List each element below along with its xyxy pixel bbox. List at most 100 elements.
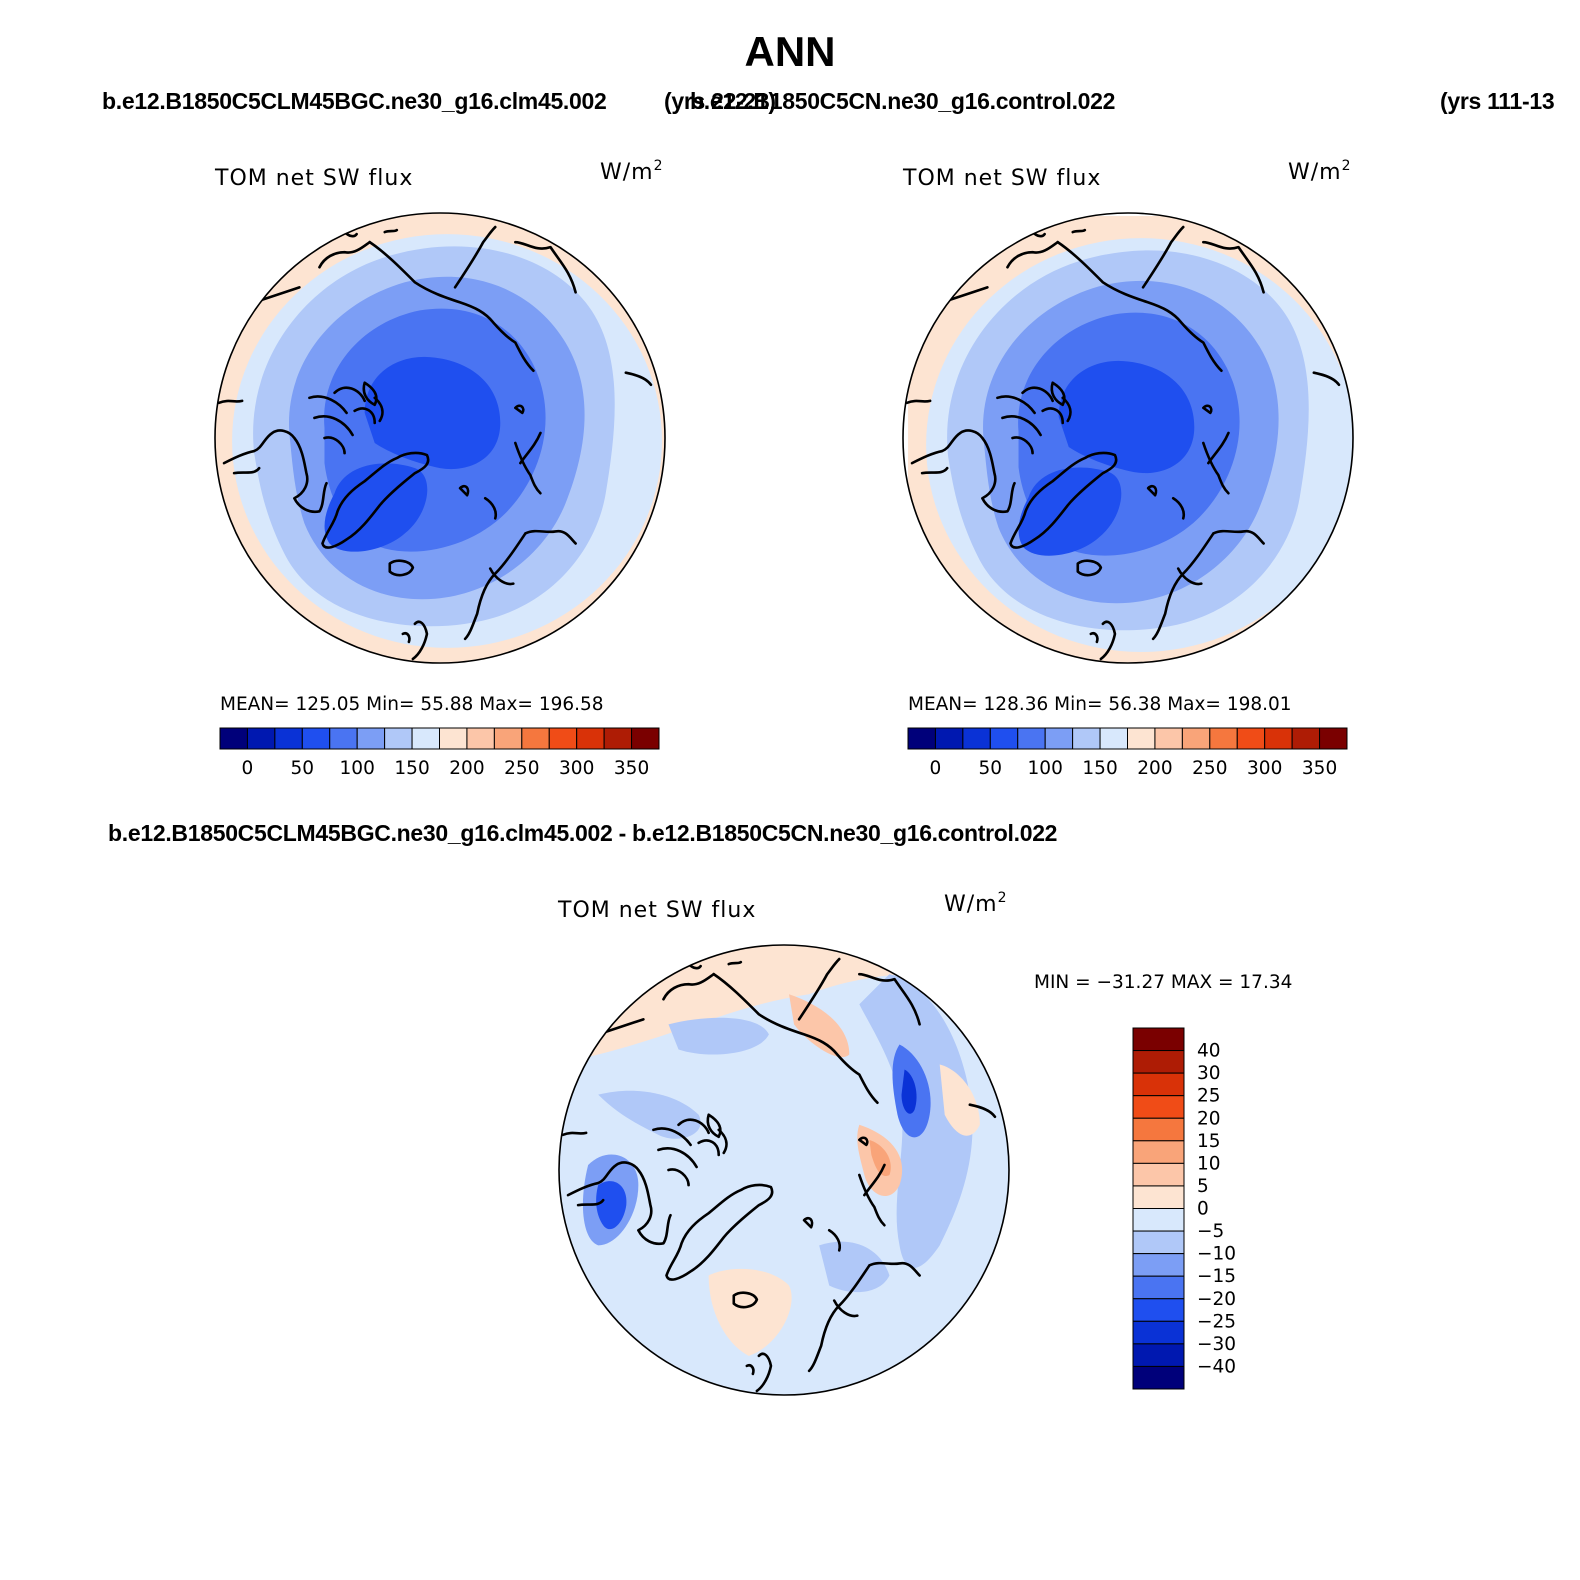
panel1-units-base: W/m [600, 160, 654, 185]
panel1-colorbar-label: 350 [614, 758, 649, 779]
diff-title: b.e12.B1850C5CLM45BGC.ne30_g16.clm45.002… [108, 820, 1058, 846]
panel1-colorbar-label: 300 [559, 758, 594, 779]
panel2-colorbar-box [962, 727, 991, 750]
diff-units-exp: 2 [997, 890, 1008, 906]
panel1-variable: TOM net SW flux [215, 166, 414, 191]
panel2-colorbar-label: 350 [1302, 758, 1337, 779]
panel2-colorbar-box [934, 727, 964, 750]
diff-colorbar-box [1132, 1275, 1185, 1300]
panel2-colorbar-box [1209, 727, 1238, 750]
diff-colorbar-box [1132, 1027, 1185, 1052]
panel1-colorbar-box [329, 727, 358, 750]
diff-colorbar-label: −10 [1197, 1244, 1236, 1265]
panel2-colorbar-box [907, 727, 936, 750]
diff-colorbar-box [1132, 1320, 1185, 1345]
panel2-colorbar-label: 100 [1028, 758, 1063, 779]
diff-colorbar-box [1132, 1185, 1185, 1209]
diff-colorbar-box [1132, 1230, 1185, 1255]
diff-colorbar-box [1132, 1117, 1185, 1142]
panel2-colorbar-box [1291, 727, 1321, 750]
panel1-colorbar-box [439, 727, 468, 750]
panel2-colorbar-box [1127, 727, 1156, 750]
panel2-colorbar-box [989, 727, 1019, 750]
diff-colorbar-box [1132, 1208, 1185, 1232]
diff-units-base: W/m [944, 892, 998, 917]
panel1-stats: MEAN= 125.05 Min= 55.88 Max= 196.58 [220, 694, 604, 715]
panel2-stats: MEAN= 128.36 Min= 56.38 Max= 198.01 [908, 694, 1292, 715]
panel2-colorbar-box [1044, 727, 1074, 750]
panel2-colorbar-box [1319, 727, 1348, 750]
panel1-colorbar-box [246, 727, 276, 750]
panel1-colorbar-label: 0 [242, 758, 254, 779]
diff-colorbar-label: −5 [1197, 1221, 1224, 1242]
case-b-years: (yrs 111-13 [1440, 88, 1555, 114]
diff-colorbar-box [1132, 1365, 1185, 1390]
panel2-polar-map [902, 212, 1354, 664]
panel1-colorbar-box [384, 727, 413, 750]
diff-colorbar-label: 25 [1197, 1086, 1221, 1107]
panel2-colorbar-label: 300 [1247, 758, 1282, 779]
diff-colorbar-label: 30 [1197, 1063, 1221, 1084]
diff-colorbar-box [1132, 1298, 1185, 1322]
diff-colorbar-label: −20 [1197, 1289, 1236, 1310]
panel2-colorbar-box [1264, 727, 1293, 750]
panel2-map-border [902, 212, 1354, 664]
diff-colorbar-box [1132, 1140, 1185, 1164]
panel1-field [215, 213, 665, 663]
panel2-colorbar-box [1099, 727, 1128, 750]
diff-colorbar-box [1132, 1095, 1185, 1119]
panel1-units: W/m2 [600, 158, 664, 185]
case-b-header: b.e12.B1850C5CN.ne30_g16.control.022 [690, 88, 1116, 114]
diff-colorbar-label: −15 [1197, 1266, 1236, 1287]
diff-polar-map [558, 944, 1010, 1396]
diff-colorbar-box [1132, 1162, 1185, 1187]
diff-stats: MIN = −31.27 MAX = 17.34 [1034, 972, 1293, 993]
panel1-colorbar-label: 150 [394, 758, 429, 779]
panel1-colorbar-box [466, 727, 495, 750]
panel2-colorbar-label: 150 [1082, 758, 1117, 779]
panel1-colorbar-box [493, 727, 523, 750]
panel1-polar-map [214, 212, 666, 664]
diff-colorbar-label: 10 [1197, 1153, 1221, 1174]
panel1-colorbar-box [548, 727, 578, 750]
panel1-colorbar-label: 250 [504, 758, 539, 779]
diff-colorbar-label: −25 [1197, 1311, 1236, 1332]
diff-colorbar-label: 0 [1197, 1199, 1209, 1220]
diff-units: W/m2 [944, 890, 1008, 917]
panel2-colorbar-box [1181, 727, 1211, 750]
panel1-colorbar-box [274, 727, 303, 750]
diff-field [559, 945, 1009, 1395]
main-title: ANN [744, 28, 836, 75]
panel1-map-border [214, 212, 666, 664]
diff-variable: TOM net SW flux [558, 898, 757, 923]
panel2-colorbar-box [1154, 727, 1183, 750]
panel1-colorbar: 0 50 100 150 200 250 300 350 [219, 727, 660, 779]
panel2-units-exp: 2 [1341, 158, 1352, 174]
panel2-colorbar-box [1236, 727, 1266, 750]
diff-colorbar-label: 15 [1197, 1131, 1221, 1152]
diff-colorbar-label: −40 [1197, 1356, 1236, 1377]
panel1-colorbar-label: 100 [340, 758, 375, 779]
panel2-colorbar-label: 0 [930, 758, 942, 779]
panel2-colorbar-box [1017, 727, 1046, 750]
panel1-colorbar-box [521, 727, 550, 750]
diff-map-border [558, 944, 1010, 1396]
panel1-colorbar-box [219, 727, 248, 750]
panel1-colorbar-box [301, 727, 331, 750]
panel2-units: W/m2 [1288, 158, 1352, 185]
panel2-colorbar-label: 250 [1192, 758, 1227, 779]
panel2-colorbar-label: 200 [1137, 758, 1172, 779]
panel2-colorbar-box [1072, 727, 1101, 750]
diff-colorbar-label: 20 [1197, 1108, 1221, 1129]
panel1-units-exp: 2 [653, 158, 664, 174]
diff-colorbar-label: 40 [1197, 1041, 1221, 1062]
diff-colorbar-label: −30 [1197, 1334, 1236, 1355]
panel1-colorbar-box [356, 727, 386, 750]
panel1-colorbar-box [411, 727, 440, 750]
panel2-variable: TOM net SW flux [903, 166, 1102, 191]
diff-colorbar-box [1132, 1343, 1185, 1367]
case-a-header: b.e12.B1850C5CLM45BGC.ne30_g16.clm45.002 [102, 88, 607, 114]
panel1-colorbar-label: 200 [449, 758, 484, 779]
panel2-units-base: W/m [1288, 160, 1342, 185]
diff-colorbar-box [1132, 1050, 1185, 1074]
